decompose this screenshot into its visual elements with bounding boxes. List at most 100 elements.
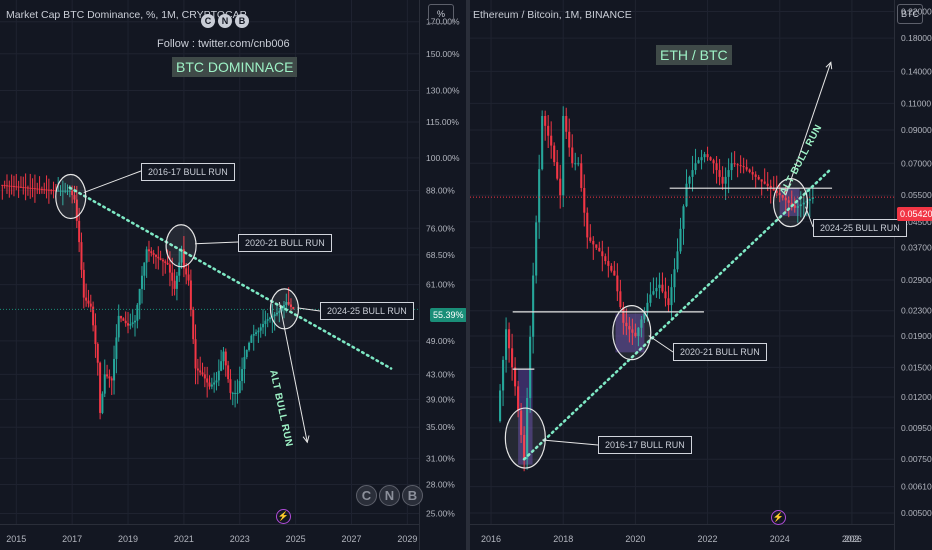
right-price-axis[interactable]: 0.22000 0.18000 0.14000 0.11000 0.09000 0.070…: [894, 0, 932, 550]
candle-body: [508, 329, 511, 349]
candle-body: [652, 291, 655, 295]
candle-body: [754, 174, 757, 177]
candle-body: [75, 199, 78, 221]
candle-body: [808, 198, 811, 201]
left-price-axis[interactable]: 170.00% 150.00% 130.00% 115.00% 100.00% 88.00…: [419, 0, 466, 550]
btc-dominance-plot[interactable]: [0, 0, 419, 524]
candle-body: [17, 186, 20, 188]
callout-line: [805, 206, 814, 228]
y-tick-label: 88.00%: [426, 186, 455, 196]
candle-body: [631, 329, 634, 333]
candle-body: [136, 304, 139, 321]
candle-body: [682, 206, 685, 229]
candle-body: [262, 324, 265, 328]
callout-line: [542, 439, 599, 446]
candle-body: [604, 256, 607, 262]
eth-btc-plot[interactable]: [470, 0, 894, 524]
candle-body: [236, 392, 239, 394]
candle-body: [709, 157, 712, 161]
candle-body: [697, 160, 700, 164]
candle-body: [634, 332, 637, 337]
candle-body: [110, 378, 113, 381]
highlight-circle: [772, 178, 809, 228]
logo-letter: N: [218, 14, 232, 28]
candle-body: [784, 197, 787, 201]
left-time-axis[interactable]: 2015 2017 2019 2021 2023 2025 2027 2029: [0, 524, 419, 550]
left-scale-button[interactable]: %: [428, 4, 454, 24]
candle-body: [658, 284, 661, 288]
candle-body: [646, 302, 649, 312]
candle-body: [589, 237, 592, 241]
candle-body: [192, 309, 195, 340]
candle-body: [94, 325, 97, 345]
x-tick-label: 2020: [625, 534, 645, 544]
candle-body: [586, 212, 589, 238]
candle-body: [178, 262, 181, 276]
candle-body: [227, 365, 230, 380]
y-tick-label: 76.00%: [426, 223, 455, 233]
candle-body: [138, 288, 141, 305]
annotation-2024-25: 2024-25 BULL RUN: [813, 219, 907, 237]
lightning-icon[interactable]: ⚡: [771, 510, 786, 525]
callout-line: [195, 241, 239, 245]
candle-body: [553, 145, 556, 163]
candle-body: [565, 116, 568, 132]
candle-body: [180, 249, 183, 263]
annotation-2016-17: 2016-17 BULL RUN: [141, 163, 235, 181]
candle-body: [154, 254, 157, 257]
candle-body: [688, 176, 691, 184]
candle-body: [799, 204, 802, 207]
candle-body: [595, 244, 598, 248]
right-scale-button[interactable]: BTC: [897, 4, 923, 24]
candle-body: [255, 332, 258, 334]
candle-body: [12, 186, 15, 188]
highlight-circle: [612, 305, 652, 361]
right-time-axis[interactable]: 2016 2018 2020 2022 2024 2026 202: [470, 524, 894, 550]
lightning-icon[interactable]: ⚡: [276, 509, 291, 524]
candle-body: [676, 251, 679, 270]
candle-body: [113, 358, 116, 381]
candle-body: [751, 172, 754, 175]
candle-body: [766, 183, 769, 186]
candle-body: [252, 333, 255, 336]
y-tick-label: 0.22000: [901, 7, 932, 17]
logo-letter: C: [356, 485, 377, 506]
eth-btc-panel[interactable]: 0.22000 0.18000 0.14000 0.11000 0.09000 0.070…: [470, 0, 932, 550]
candle-body: [691, 170, 694, 177]
candle-body: [68, 190, 71, 192]
candle-body: [622, 307, 625, 323]
logo-letter: B: [402, 485, 423, 506]
y-tick-label: 0.01200: [901, 392, 932, 402]
btc-dominance-panel[interactable]: 170.00% 150.00% 130.00% 115.00% 100.00% 88.00…: [0, 0, 466, 550]
highlight-zone: [615, 313, 645, 353]
candle-body: [161, 259, 164, 262]
candle-body: [159, 258, 162, 260]
y-tick-label: 130.00%: [426, 86, 460, 96]
candle-body: [712, 160, 715, 164]
candle-body: [5, 185, 8, 187]
follow-text: Follow : twitter.com/cnb006: [157, 38, 290, 50]
candle-body: [117, 315, 120, 338]
panel-divider[interactable]: [466, 0, 470, 550]
candle-body: [257, 330, 260, 333]
candle-body: [520, 410, 523, 435]
y-tick-label: 0.00950: [901, 423, 932, 433]
candle-body: [775, 190, 778, 193]
candle-body: [243, 357, 246, 370]
candle-body: [625, 322, 628, 327]
y-tick-label: 0.05500: [901, 190, 932, 200]
candle-body: [259, 327, 262, 331]
candle-body: [649, 294, 652, 303]
x-tick-label: 2015: [6, 534, 26, 544]
candle-body: [80, 242, 83, 270]
candle-body: [276, 312, 279, 315]
candle-body: [703, 154, 706, 158]
candle-body: [57, 190, 60, 192]
candle-body: [264, 320, 267, 325]
candle-body: [250, 335, 253, 343]
candle-body: [38, 188, 41, 190]
candle-body: [592, 240, 595, 245]
candle-body: [59, 190, 62, 192]
candle-body: [760, 179, 763, 182]
logo-letter: N: [379, 485, 400, 506]
